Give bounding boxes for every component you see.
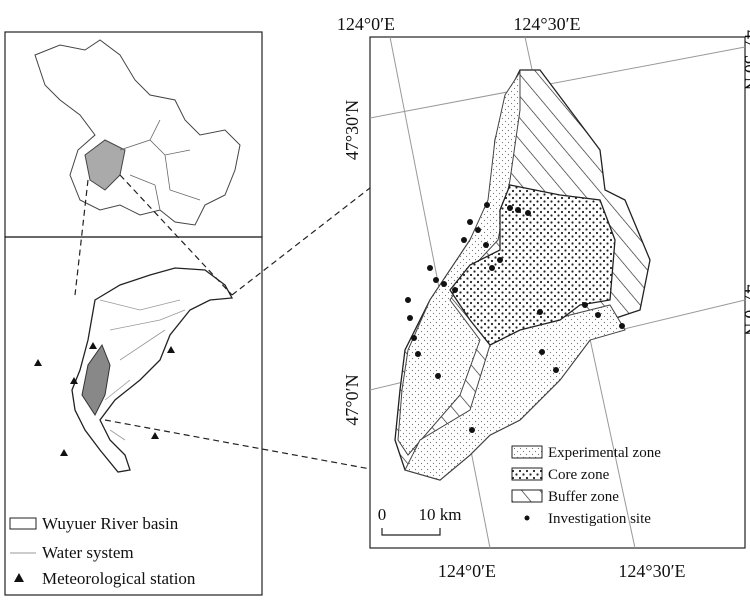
legend-swatch (524, 515, 530, 521)
stations (34, 342, 175, 456)
legend-label: Core zone (548, 467, 610, 483)
experimental-zone (397, 70, 521, 456)
legend-swatch (511, 445, 543, 459)
legend-swatch (511, 467, 543, 481)
province-outline (34, 39, 241, 226)
legend-label: Investigation site (548, 511, 651, 527)
legend-swatch (511, 489, 543, 503)
legend-swatch (9, 517, 37, 530)
legend-label: Wuyuer River basin (42, 514, 179, 533)
admin-lines (119, 119, 201, 211)
investigation-sites (405, 202, 625, 433)
water-system (99, 299, 186, 441)
coord-label: 47°30′N (741, 30, 750, 90)
legend-label: Water system (42, 543, 134, 562)
scale-bar (381, 528, 441, 536)
basin-frame (4, 236, 263, 596)
scale-label: 10 km (419, 505, 462, 524)
legend-label: Meteorological station (42, 569, 196, 588)
scale-label: 0 (378, 505, 387, 524)
coord-label: 124°30′E (513, 14, 580, 34)
core-zone (449, 184, 616, 346)
coord-label: 47°0′N (741, 284, 750, 335)
coord-label: 124°0′E (438, 561, 496, 581)
experimental-zone (404, 304, 626, 481)
coord-label: 47°0′N (342, 374, 362, 425)
coord-label: 124°0′E (337, 14, 395, 34)
coord-label: 47°30′N (342, 100, 362, 160)
legend-label: Experimental zone (548, 445, 661, 461)
legend-label: Buffer zone (548, 489, 619, 505)
basin-outline (71, 267, 234, 473)
reserve-highlight (81, 343, 111, 417)
legend-swatch (14, 573, 24, 582)
coord-label: 124°30′E (618, 561, 685, 581)
